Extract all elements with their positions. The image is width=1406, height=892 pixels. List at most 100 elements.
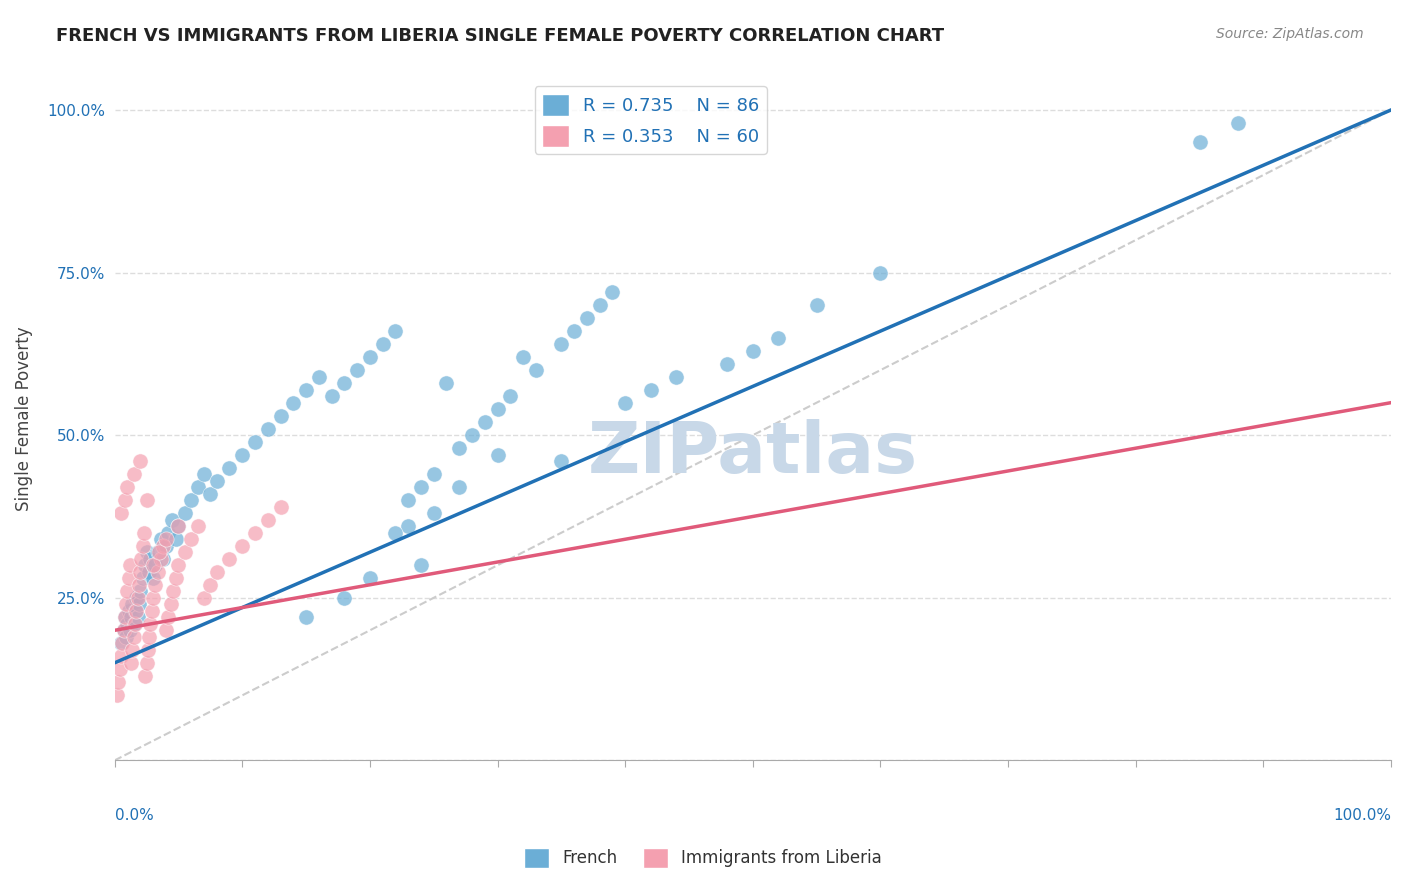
Point	[142, 591, 165, 605]
Point	[120, 656, 142, 670]
Point	[193, 591, 215, 605]
Point	[295, 610, 318, 624]
Point	[118, 624, 141, 638]
Point	[205, 565, 228, 579]
Point	[152, 539, 174, 553]
Text: 100.0%: 100.0%	[1333, 808, 1391, 823]
Point	[436, 376, 458, 391]
Point	[122, 616, 145, 631]
Point	[167, 558, 190, 573]
Point	[155, 624, 177, 638]
Point	[180, 533, 202, 547]
Point	[155, 539, 177, 553]
Text: FRENCH VS IMMIGRANTS FROM LIBERIA SINGLE FEMALE POVERTY CORRELATION CHART: FRENCH VS IMMIGRANTS FROM LIBERIA SINGLE…	[56, 27, 945, 45]
Point	[145, 578, 167, 592]
Point	[112, 624, 135, 638]
Point	[218, 460, 240, 475]
Point	[157, 610, 180, 624]
Point	[180, 493, 202, 508]
Point	[159, 597, 181, 611]
Point	[1226, 116, 1249, 130]
Point	[768, 330, 790, 344]
Point	[806, 298, 828, 312]
Point	[135, 493, 157, 508]
Point	[131, 551, 153, 566]
Point	[614, 395, 637, 409]
Text: Source: ZipAtlas.com: Source: ZipAtlas.com	[1216, 27, 1364, 41]
Point	[396, 519, 419, 533]
Point	[550, 454, 572, 468]
Point	[640, 383, 662, 397]
Point	[231, 539, 253, 553]
Point	[449, 480, 471, 494]
Point	[152, 551, 174, 566]
Point	[105, 689, 128, 703]
Point	[146, 565, 169, 579]
Point	[588, 298, 610, 312]
Point	[409, 558, 432, 573]
Point	[114, 610, 136, 624]
Point	[115, 630, 138, 644]
Point	[173, 545, 195, 559]
Point	[333, 591, 356, 605]
Point	[111, 636, 134, 650]
Point	[142, 558, 165, 573]
Point	[308, 369, 330, 384]
Point	[231, 448, 253, 462]
Point	[127, 591, 149, 605]
Point	[135, 545, 157, 559]
Point	[218, 551, 240, 566]
Point	[124, 604, 146, 618]
Point	[524, 363, 547, 377]
Point	[132, 525, 155, 540]
Y-axis label: Single Female Poverty: Single Female Poverty	[15, 326, 32, 511]
Point	[122, 630, 145, 644]
Point	[155, 533, 177, 547]
Point	[134, 669, 156, 683]
Point	[187, 480, 209, 494]
Point	[384, 324, 406, 338]
Point	[118, 604, 141, 618]
Point	[136, 643, 159, 657]
Point	[138, 630, 160, 644]
Point	[114, 610, 136, 624]
Point	[665, 369, 688, 384]
Point	[474, 415, 496, 429]
Point	[115, 597, 138, 611]
Point	[131, 539, 153, 553]
Point	[409, 480, 432, 494]
Point	[125, 591, 148, 605]
Point	[139, 616, 162, 631]
Point	[270, 500, 292, 514]
Point	[333, 376, 356, 391]
Point	[449, 441, 471, 455]
Point	[149, 551, 172, 566]
Point	[200, 486, 222, 500]
Point	[602, 285, 624, 299]
Point	[131, 571, 153, 585]
Point	[512, 350, 534, 364]
Point	[125, 604, 148, 618]
Point	[359, 571, 381, 585]
Point	[486, 402, 509, 417]
Point	[187, 519, 209, 533]
Point	[148, 545, 170, 559]
Point	[741, 343, 763, 358]
Point	[243, 434, 266, 449]
Point	[139, 551, 162, 566]
Point	[575, 311, 598, 326]
Point	[124, 616, 146, 631]
Point	[129, 584, 152, 599]
Point	[118, 571, 141, 585]
Point	[110, 649, 132, 664]
Point	[165, 571, 187, 585]
Legend: R = 0.735    N = 86, R = 0.353    N = 60: R = 0.735 N = 86, R = 0.353 N = 60	[534, 87, 766, 154]
Point	[422, 506, 444, 520]
Point	[146, 545, 169, 559]
Point	[346, 363, 368, 377]
Point	[157, 525, 180, 540]
Point	[142, 571, 165, 585]
Point	[112, 624, 135, 638]
Point	[149, 533, 172, 547]
Point	[173, 506, 195, 520]
